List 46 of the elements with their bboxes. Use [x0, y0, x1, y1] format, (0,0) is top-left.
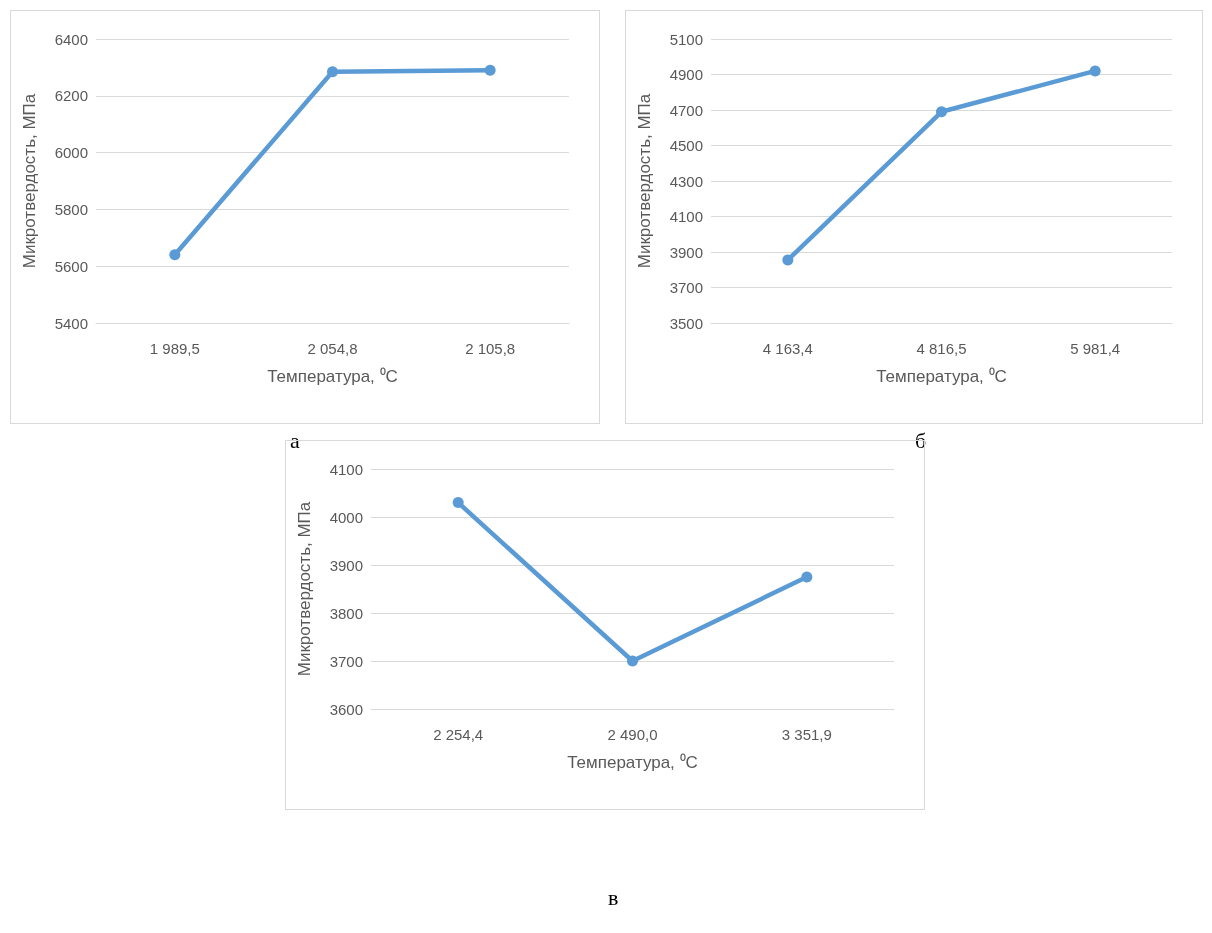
x-tick-label: 4 816,5 — [916, 340, 967, 357]
x-tick-label: 1 989,5 — [149, 340, 200, 357]
point — [169, 249, 181, 261]
y-tick-label: 4000 — [329, 508, 363, 526]
x-axis-title: Температура, ⁰C — [876, 367, 1007, 386]
y-tick-label: 5600 — [54, 257, 88, 275]
y-tick-label: 3600 — [329, 700, 363, 718]
y-tick-label: 4700 — [669, 101, 703, 119]
y-tick-label: 3900 — [329, 556, 363, 574]
y-tick-label: 6400 — [54, 30, 88, 48]
y-tick-label: 5800 — [54, 200, 88, 218]
y-tick-label: 3900 — [669, 243, 703, 261]
y-tick-label: 4900 — [669, 66, 703, 83]
x-tick-label: 2 254,4 — [433, 726, 484, 743]
y-tick-label: 5100 — [669, 30, 703, 48]
point — [782, 254, 794, 266]
x-axis-title: Температура, ⁰C — [267, 367, 398, 386]
y-tick-label: 6200 — [54, 87, 88, 105]
x-tick-label: 4 163,4 — [762, 340, 813, 357]
x-tick-label: 2 105,8 — [465, 340, 516, 357]
y-tick-label: 3800 — [329, 604, 363, 622]
text: в — [608, 885, 619, 911]
x-axis-title: Температура, ⁰C — [567, 753, 698, 772]
point — [627, 655, 638, 667]
point — [484, 64, 496, 76]
point — [801, 571, 813, 583]
x-tick-label: 3 351,9 — [781, 726, 832, 743]
x-tick-label: 2 490,0 — [607, 726, 658, 743]
point — [452, 497, 464, 509]
point — [936, 106, 947, 118]
x-tick-label: 5 981,4 — [1070, 340, 1121, 357]
y-tick-label: 4100 — [329, 460, 363, 478]
point — [327, 66, 338, 78]
y-tick-label: 4100 — [669, 208, 703, 225]
point — [1089, 65, 1101, 77]
y-tick-label: 4500 — [669, 137, 703, 154]
y-tick-label: 3700 — [669, 279, 703, 296]
y-axis-title: Микротвердость, МПа — [635, 93, 654, 269]
y-tick-label: 4300 — [669, 172, 703, 190]
y-tick-label: 5400 — [54, 314, 88, 332]
y-axis-title: Микротвердость, МПа — [295, 501, 314, 677]
x-tick-label: 2 054,8 — [307, 340, 358, 357]
y-axis-title: Микротвердость, МПа — [20, 93, 39, 269]
y-tick-label: 6000 — [54, 144, 88, 162]
y-tick-label: 3500 — [669, 314, 703, 332]
y-tick-label: 3700 — [329, 652, 363, 670]
